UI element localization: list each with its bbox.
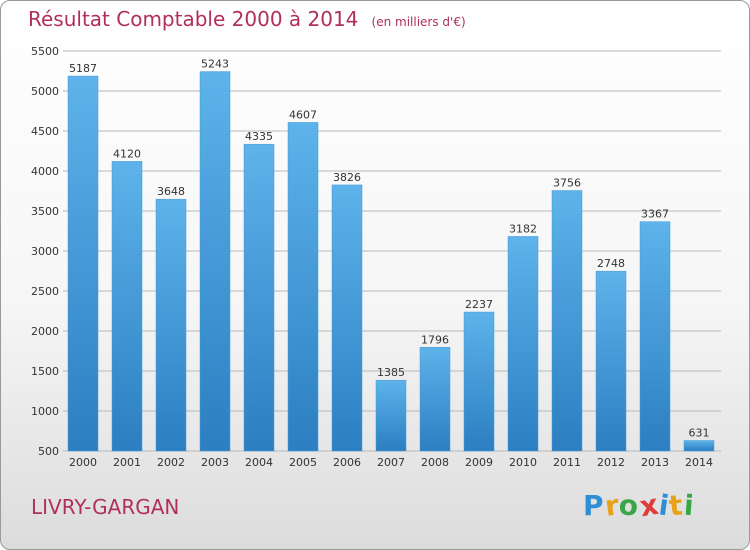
bar: [67, 75, 99, 452]
bar: [463, 311, 495, 452]
bar-value-label: 5187: [69, 62, 97, 75]
x-tick-label: 2009: [465, 456, 493, 469]
y-tick-label: 1000: [31, 405, 59, 418]
bar: [155, 198, 187, 452]
bar-value-label: 2237: [465, 298, 493, 311]
bar-value-label: 4335: [245, 130, 273, 143]
bar-value-label: 4607: [289, 108, 317, 121]
y-tick-label: 4500: [31, 125, 59, 138]
x-tick-label: 2011: [553, 456, 581, 469]
bar-value-label: 3826: [333, 171, 361, 184]
bar: [419, 347, 451, 452]
x-tick-label: 2002: [157, 456, 185, 469]
x-tick-label: 2010: [509, 456, 537, 469]
bar: [507, 236, 539, 452]
x-tick-label: 2014: [685, 456, 713, 469]
x-tick-label: 2008: [421, 456, 449, 469]
y-tick-label: 2500: [31, 285, 59, 298]
y-tick-label: 500: [38, 445, 59, 458]
chart-title: Résultat Comptable 2000 à 2014 (en milli…: [28, 7, 466, 31]
x-tick-label: 2007: [377, 456, 405, 469]
bar-value-label: 631: [689, 427, 710, 440]
y-axis-ticks: 500 1000 1500 2000 2500 3000 3500 4000 4500 5000 5…: [31, 45, 59, 458]
x-tick-label: 2001: [113, 456, 141, 469]
bar-value-label: 3756: [553, 177, 581, 190]
bars: [67, 71, 715, 452]
bar-value-label: 3648: [157, 185, 185, 198]
chart-title-main: Résultat Comptable 2000 à 2014: [28, 7, 359, 31]
bar-value-label: 1796: [421, 333, 449, 346]
bar: [111, 161, 143, 452]
bar: [595, 270, 627, 452]
y-tick-label: 4000: [31, 165, 59, 178]
x-tick-label: 2005: [289, 456, 317, 469]
bar: [683, 440, 715, 452]
bar: [331, 184, 363, 452]
y-tick-label: 3000: [31, 245, 59, 258]
chart-subtitle: (en milliers d'€): [371, 15, 466, 29]
bar-value-label: 2748: [597, 257, 625, 270]
x-tick-label: 2004: [245, 456, 273, 469]
brand-logo: Proxiti: [583, 488, 696, 524]
bar: [287, 122, 319, 452]
y-tick-label: 5500: [31, 45, 59, 58]
bar-value-label: 5243: [201, 58, 229, 71]
y-tick-label: 1500: [31, 365, 59, 378]
brand-logo-letter: P: [583, 489, 605, 522]
x-tick-label: 2000: [69, 456, 97, 469]
x-tick-label: 2003: [201, 456, 229, 469]
y-tick-label: 5000: [31, 85, 59, 98]
bar-value-label: 3367: [641, 208, 669, 221]
y-tick-label: 2000: [31, 325, 59, 338]
bar: [639, 221, 671, 452]
bar-value-label: 3182: [509, 222, 537, 235]
x-tick-label: 2006: [333, 456, 361, 469]
bar-value-label: 4120: [113, 147, 141, 160]
bar: [243, 143, 275, 452]
bar-value-label: 1385: [377, 366, 405, 379]
y-tick-label: 3500: [31, 205, 59, 218]
bar: [375, 379, 407, 452]
x-axis-ticks: 2000 2001 2002 2003 2004 2005 2006 2007 2008 2009…: [69, 456, 713, 469]
bar: [199, 71, 231, 452]
x-tick-label: 2012: [597, 456, 625, 469]
location-label: LIVRY-GARGAN: [31, 495, 180, 519]
x-tick-label: 2013: [641, 456, 669, 469]
data-labels: 5187 4120 3648 5243 4335 4607 3826 1385 1796 2237…: [69, 58, 710, 440]
bar: [551, 190, 583, 452]
brand-logo-letter: i: [682, 488, 696, 523]
